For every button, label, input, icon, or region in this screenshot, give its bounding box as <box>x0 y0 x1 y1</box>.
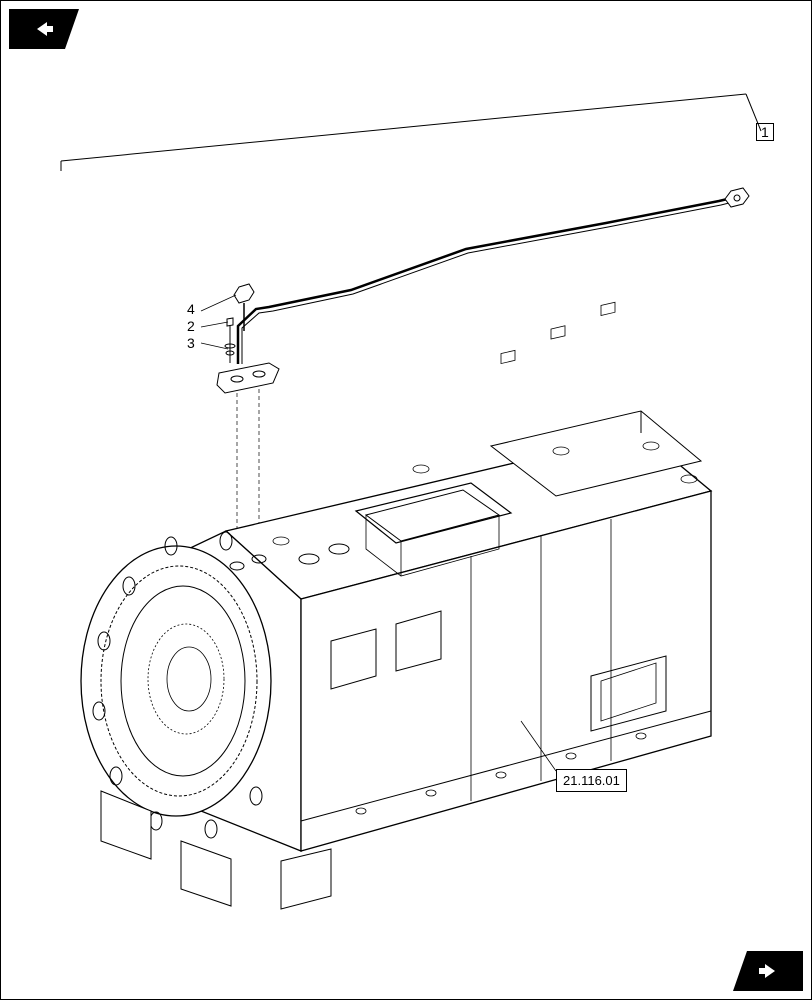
callout-main: 1 <box>756 123 774 141</box>
reference-box: 21.116.01 <box>556 769 627 792</box>
callout-3: 3 <box>187 335 195 351</box>
page-container: 1 4 2 3 21.116.01 <box>0 0 812 1000</box>
callout-2: 2 <box>187 318 195 334</box>
callout-4: 4 <box>187 301 195 317</box>
diagram-svg <box>1 1 812 1001</box>
